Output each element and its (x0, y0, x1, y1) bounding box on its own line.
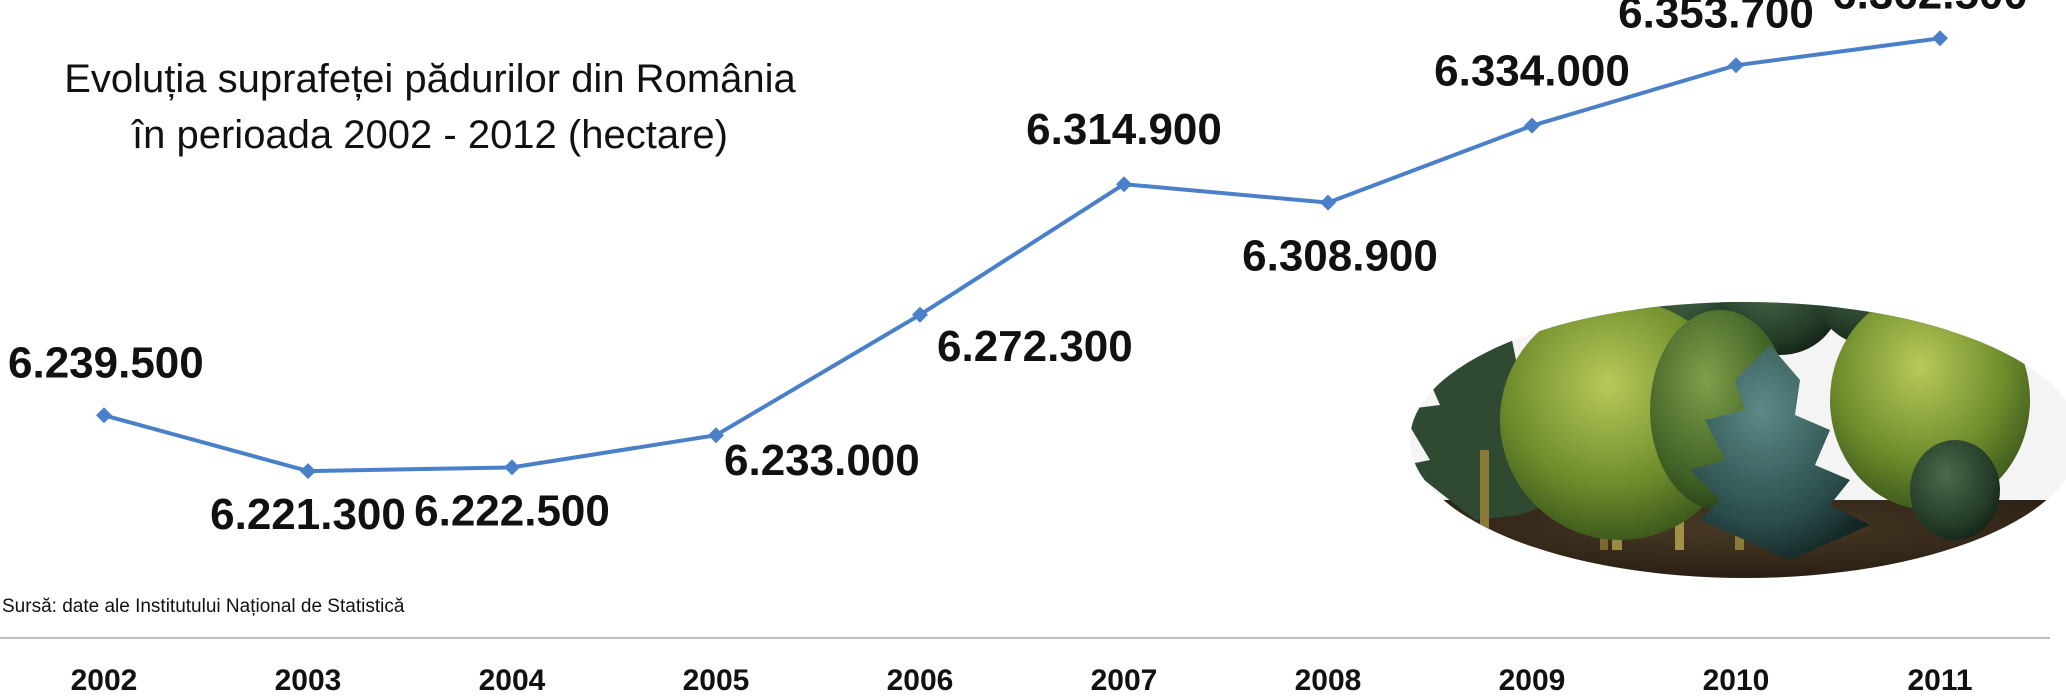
source-note: Sursă: date ale Institutului Național de… (2, 596, 405, 617)
x-tick-label: 2004 (479, 664, 546, 697)
data-point-marker (1728, 57, 1744, 74)
data-point-marker (1932, 30, 1948, 47)
data-point-marker (1320, 194, 1336, 211)
data-label: 6.222.500 (414, 486, 610, 535)
data-point-marker (504, 459, 520, 476)
data-point-marker (96, 407, 112, 424)
data-label: 6.353.700 (1618, 0, 1814, 37)
x-tick-label: 2009 (1499, 664, 1566, 697)
data-label: 6.362.500 (1832, 0, 2028, 18)
data-point-marker (1116, 176, 1132, 193)
data-label: 6.308.900 (1242, 232, 1438, 281)
data-label: 6.233.000 (724, 436, 920, 485)
x-tick-label: 2005 (683, 664, 750, 697)
chart-title: Evoluția suprafeței pădurilor din Români… (64, 57, 796, 101)
x-tick-label: 2003 (275, 664, 342, 697)
data-point-marker (300, 463, 316, 480)
data-label: 6.272.300 (937, 322, 1133, 371)
series-layer (96, 30, 1948, 480)
forest-trees-illustration (1410, 302, 2066, 578)
data-point-marker (708, 427, 724, 444)
data-point-marker (1524, 117, 1540, 134)
data-label: 6.221.300 (210, 490, 406, 539)
data-labels: 6.239.500 6.221.300 6.222.500 6.233.000 … (8, 0, 2028, 539)
data-label: 6.239.500 (8, 338, 204, 387)
x-tick-label: 2002 (71, 664, 138, 697)
data-point-marker (912, 306, 928, 323)
x-tick-label: 2011 (1907, 664, 1972, 697)
x-tick-label: 2010 (1703, 664, 1770, 697)
x-tick-label: 2006 (887, 664, 954, 697)
series-line (103, 36, 1941, 474)
x-tick-label: 2007 (1091, 664, 1158, 697)
x-tick-label: 2008 (1295, 664, 1362, 697)
chart-subtitle: în perioada 2002 - 2012 (hectare) (131, 113, 728, 157)
data-label: 6.314.900 (1026, 105, 1222, 154)
data-label: 6.334.000 (1434, 47, 1630, 96)
x-axis-tick-labels: 2002 2003 2004 2005 2006 2007 2008 2009 … (71, 664, 1973, 697)
